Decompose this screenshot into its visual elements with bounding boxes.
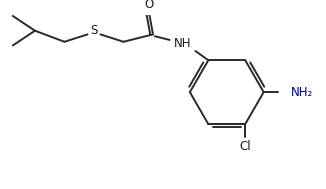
Text: NH₂: NH₂: [291, 86, 314, 99]
Text: O: O: [145, 0, 154, 11]
Text: Cl: Cl: [239, 140, 251, 153]
Text: NH: NH: [174, 37, 191, 50]
Text: S: S: [90, 24, 98, 37]
